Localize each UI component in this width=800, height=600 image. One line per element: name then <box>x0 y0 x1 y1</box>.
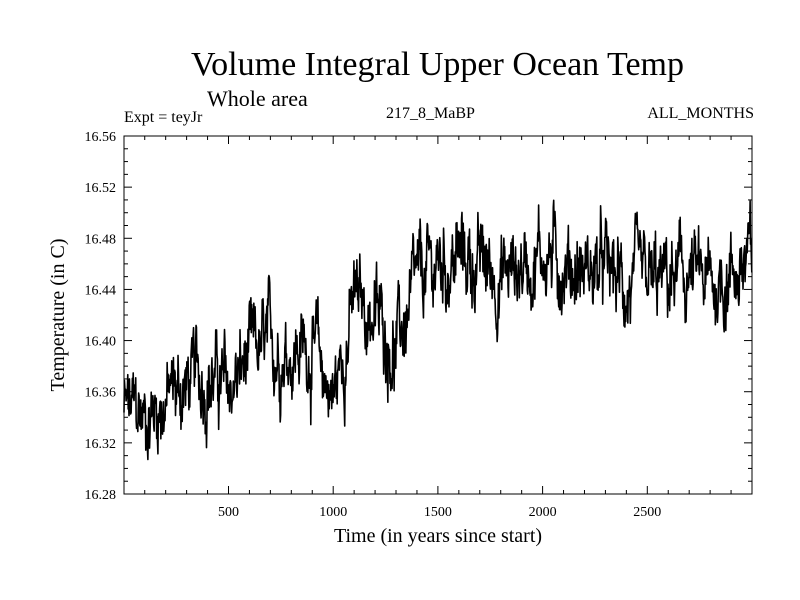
x-tick-label: 1500 <box>424 505 452 520</box>
y-tick-label: 16.48 <box>85 232 117 247</box>
y-tick-label: 16.28 <box>85 488 117 503</box>
x-axis-label: Time (in years since start) <box>333 525 543 547</box>
y-tick-label: 16.32 <box>85 437 117 452</box>
experiment-label: Expt = teyJr <box>124 109 203 126</box>
y-tick-label: 16.56 <box>85 130 117 145</box>
axis-ticks: 16.28 16.32 16.36 16.40 16.44 16.48 16.52 16.56… <box>85 130 752 520</box>
y-tick-label: 16.44 <box>85 283 117 298</box>
x-tick-label: 1000 <box>319 505 347 520</box>
chart-subtitle: Whole area <box>207 86 308 111</box>
x-tick-label: 2000 <box>529 505 557 520</box>
x-tick-label: 500 <box>218 505 239 520</box>
x-tick-label: 2500 <box>633 505 661 520</box>
chart-title: Volume Integral Upper Ocean Temp <box>191 46 684 83</box>
run-label: 217_8_MaBP <box>386 105 475 122</box>
series-group <box>123 199 753 461</box>
y-tick-label: 16.52 <box>85 181 117 196</box>
months-label: ALL_MONTHS <box>647 105 754 122</box>
series-line <box>123 199 753 461</box>
y-tick-label: 16.36 <box>85 386 117 401</box>
y-tick-label: 16.40 <box>85 335 117 350</box>
